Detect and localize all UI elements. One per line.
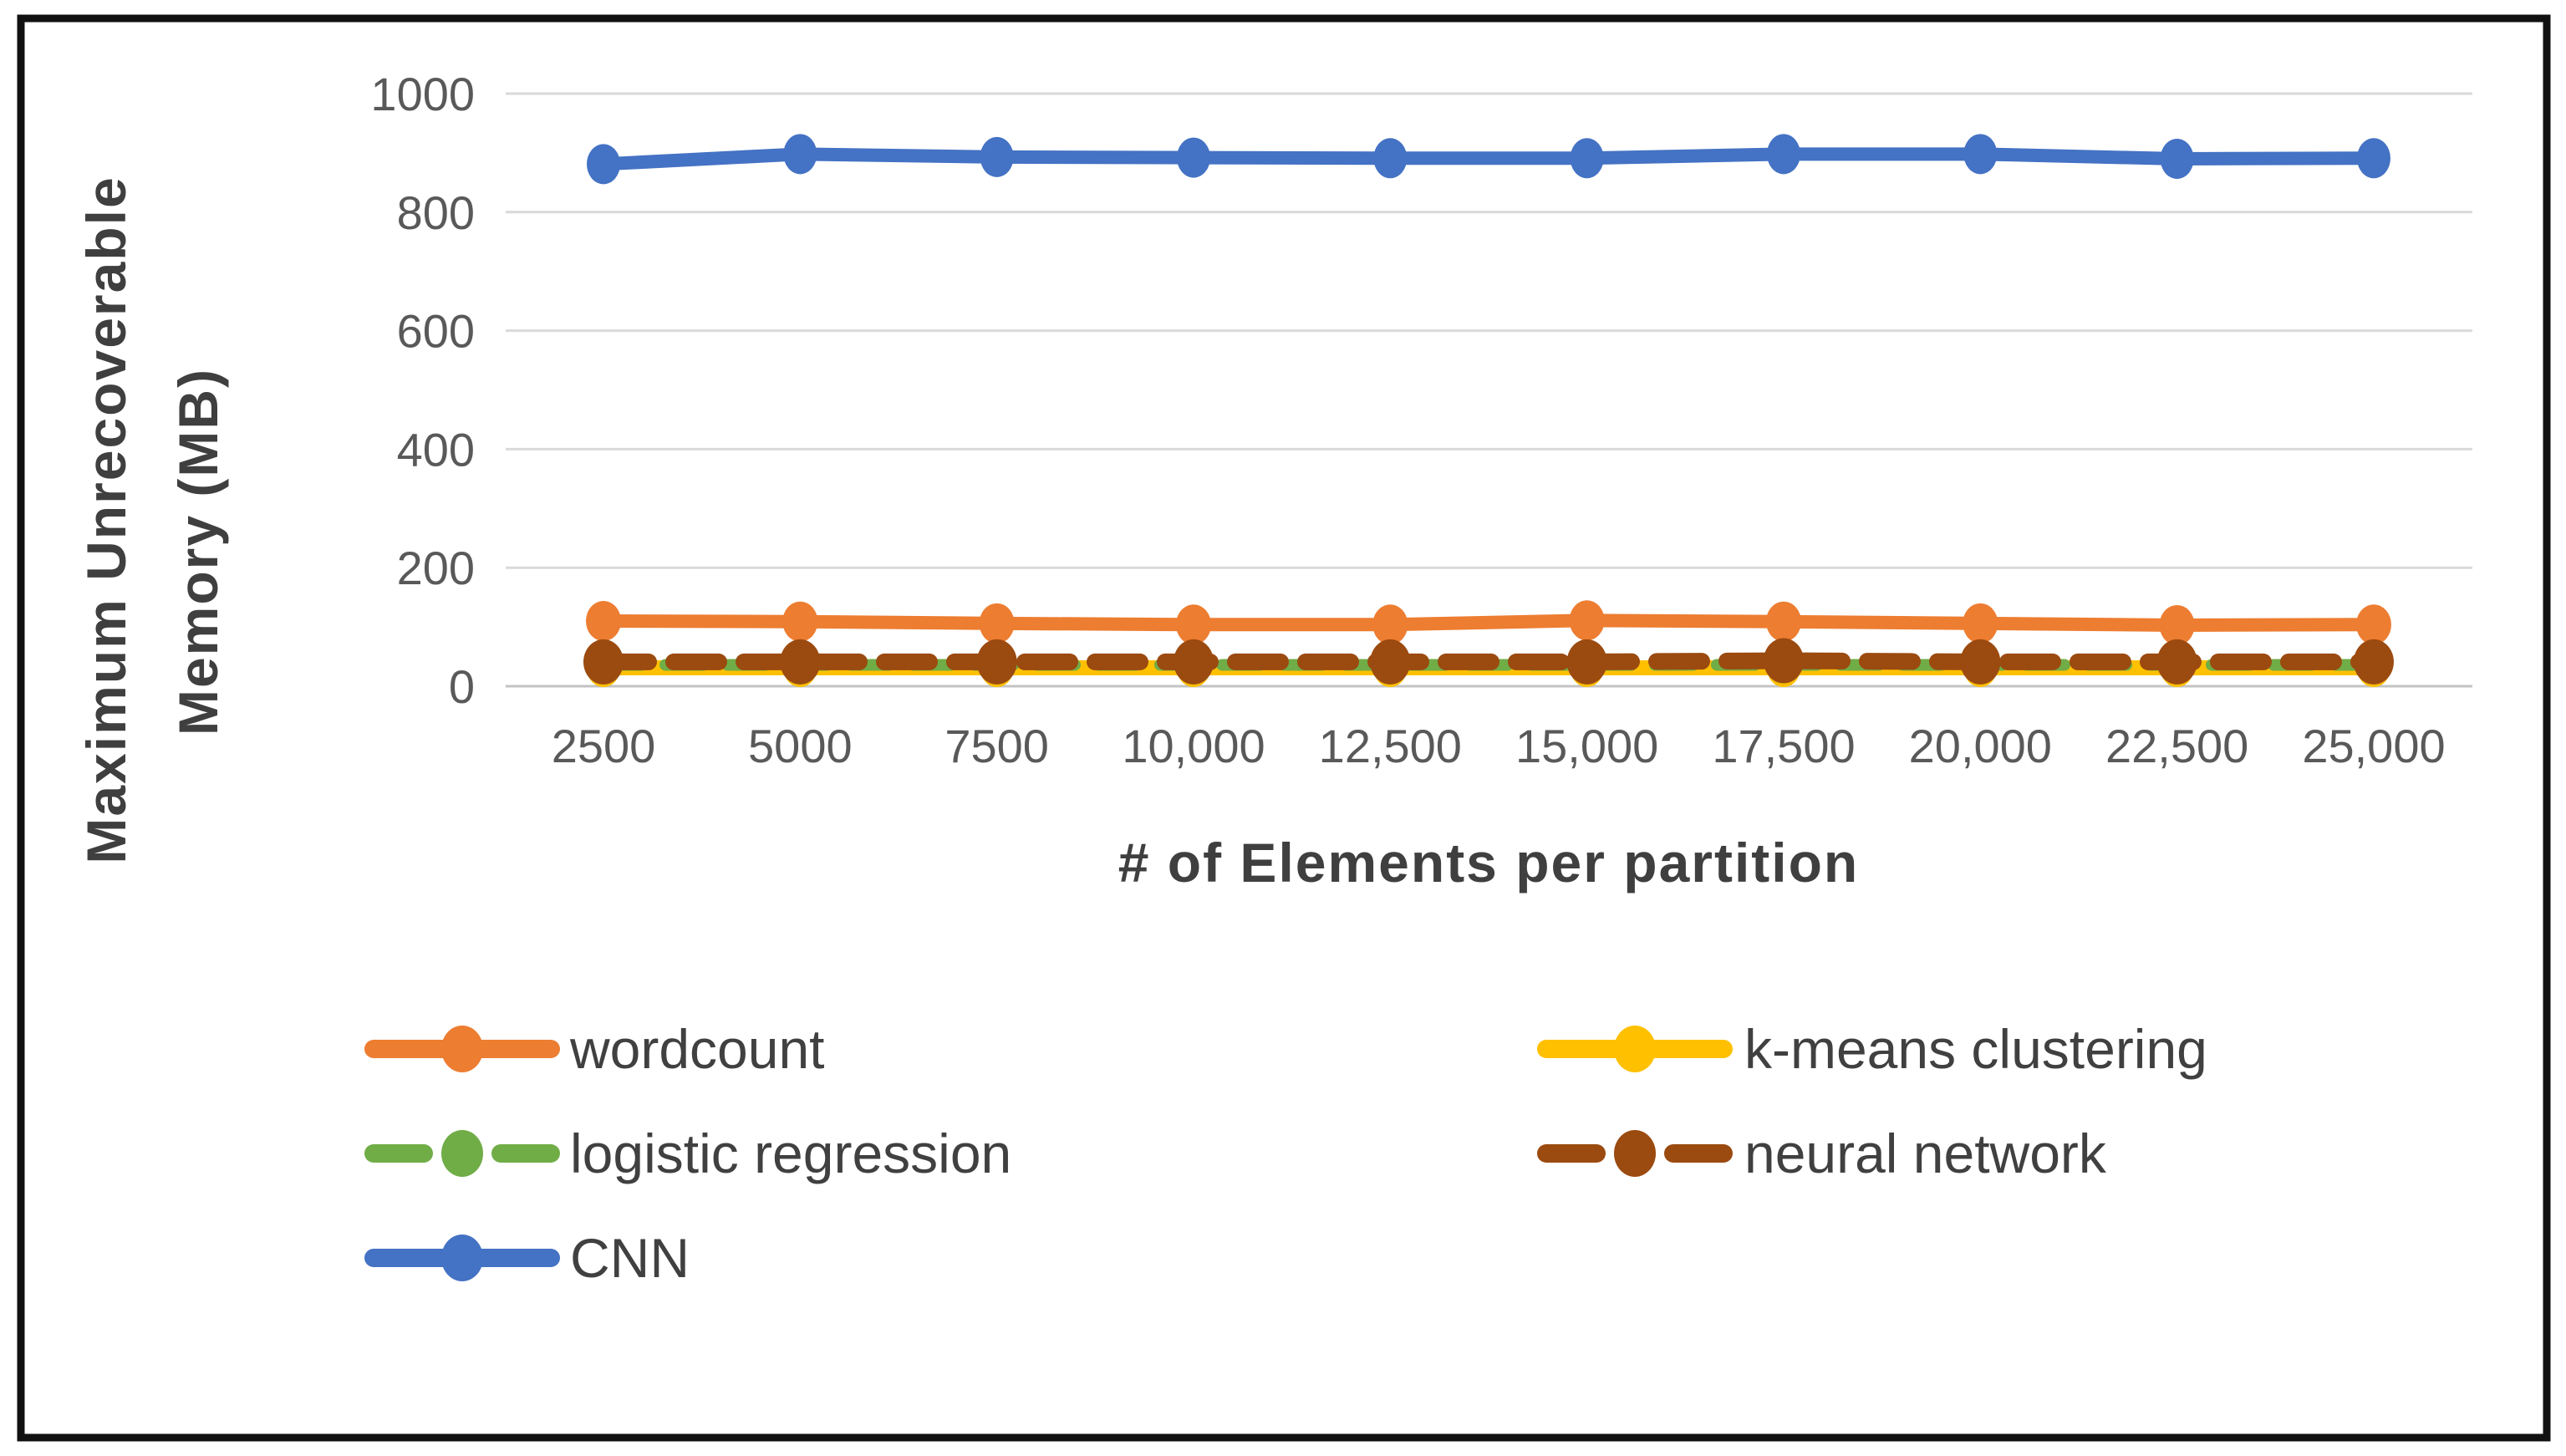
legend-item-neural-network: neural network [1537, 1123, 2107, 1184]
legend-swatch-marker [1614, 1130, 1656, 1177]
data-point-marker [1765, 601, 1801, 642]
x-tick-label: 20,000 [1909, 720, 2052, 772]
data-point-marker [1372, 604, 1408, 645]
legend-item-label: k-means clustering [1744, 1018, 2207, 1080]
data-point-marker [1960, 639, 2001, 685]
y-axis-title-line2: Memory (MB) [167, 368, 229, 736]
x-tick-label: 7500 [944, 720, 1049, 772]
data-point-marker [1766, 134, 1800, 175]
legend-swatch-marker [441, 1235, 483, 1281]
x-tick-label: 17,500 [1712, 720, 1855, 772]
x-tick-label: 25,000 [2302, 720, 2445, 772]
y-axis-title: Maximum Unrecoverable Memory (MB) [75, 176, 229, 863]
data-point-marker [1370, 639, 1411, 685]
series-wordcount [586, 600, 2391, 645]
legend-item-wordcount: wordcount [364, 1018, 825, 1080]
x-tick-label: 5000 [748, 720, 853, 772]
y-tick-label: 400 [397, 423, 475, 476]
legend-swatch-marker [1614, 1026, 1656, 1072]
y-tick-label: 0 [449, 660, 475, 713]
legend: wordcount k-means clustering logistic regr… [364, 1018, 2207, 1289]
x-tick-label: 10,000 [1122, 720, 1265, 772]
legend-item-k-means-clustering: k-means clustering [1537, 1018, 2207, 1080]
data-point-marker [980, 136, 1014, 177]
data-point-marker [1963, 134, 1998, 175]
data-point-marker [2156, 639, 2197, 685]
figure-border [17, 14, 2551, 1442]
legend-swatch-marker [441, 1026, 483, 1072]
x-tick-label: 15,000 [1515, 720, 1658, 772]
data-point-marker [1176, 137, 1210, 178]
x-axis-tick-labels: 2500 5000 7500 10,000 12,500 15,000 17,500 20,0… [552, 720, 2446, 772]
x-tick-label: 22,500 [2105, 720, 2248, 772]
data-point-marker [1570, 138, 1604, 179]
data-point-marker [1373, 138, 1408, 179]
legend-item-label: CNN [570, 1227, 690, 1289]
legend-item-label: neural network [1744, 1123, 2107, 1184]
data-point-marker [587, 144, 620, 185]
data-point-marker [2159, 604, 2195, 645]
data-point-marker [1763, 638, 1804, 684]
data-point-marker [2356, 138, 2390, 179]
data-point-marker [979, 603, 1015, 644]
data-point-marker [2355, 604, 2391, 645]
legend-swatch-marker [441, 1130, 483, 1177]
data-point-marker [780, 639, 821, 685]
series-line [597, 613, 2380, 632]
y-tick-label: 200 [397, 542, 475, 594]
data-point-marker [2160, 138, 2194, 179]
x-tick-label: 12,500 [1319, 720, 1462, 772]
series-line [597, 147, 2380, 171]
data-point-marker [583, 639, 624, 685]
y-axis-tick-labels: 1000 800 600 400 200 0 [370, 68, 475, 713]
y-tick-label: 1000 [370, 68, 475, 120]
y-axis-title-line1: Maximum Unrecoverable [75, 176, 137, 863]
data-point-marker [976, 639, 1017, 685]
x-tick-label: 2500 [552, 720, 656, 772]
data-point-marker [783, 134, 817, 175]
data-series [583, 134, 2394, 688]
data-point-marker [1175, 604, 1211, 645]
y-tick-label: 600 [397, 305, 475, 358]
data-point-marker [2353, 639, 2394, 685]
data-point-marker [1963, 603, 1998, 644]
y-tick-label: 800 [397, 186, 475, 239]
legend-item-label: wordcount [569, 1018, 825, 1080]
gridlines [506, 92, 2472, 688]
series-cnn [587, 134, 2390, 185]
series-neural-network [583, 638, 2394, 685]
data-point-marker [586, 601, 621, 642]
x-axis-title: # of Elements per partition [1118, 832, 1859, 893]
data-point-marker [1569, 600, 1605, 641]
legend-item-logistic-regression: logistic regression [364, 1123, 1011, 1184]
series-line [595, 652, 2382, 670]
data-point-marker [1566, 639, 1607, 685]
data-point-marker [1173, 639, 1214, 685]
legend-item-cnn: CNN [364, 1227, 690, 1289]
legend-item-label: logistic regression [570, 1123, 1011, 1184]
data-point-marker [782, 601, 818, 642]
